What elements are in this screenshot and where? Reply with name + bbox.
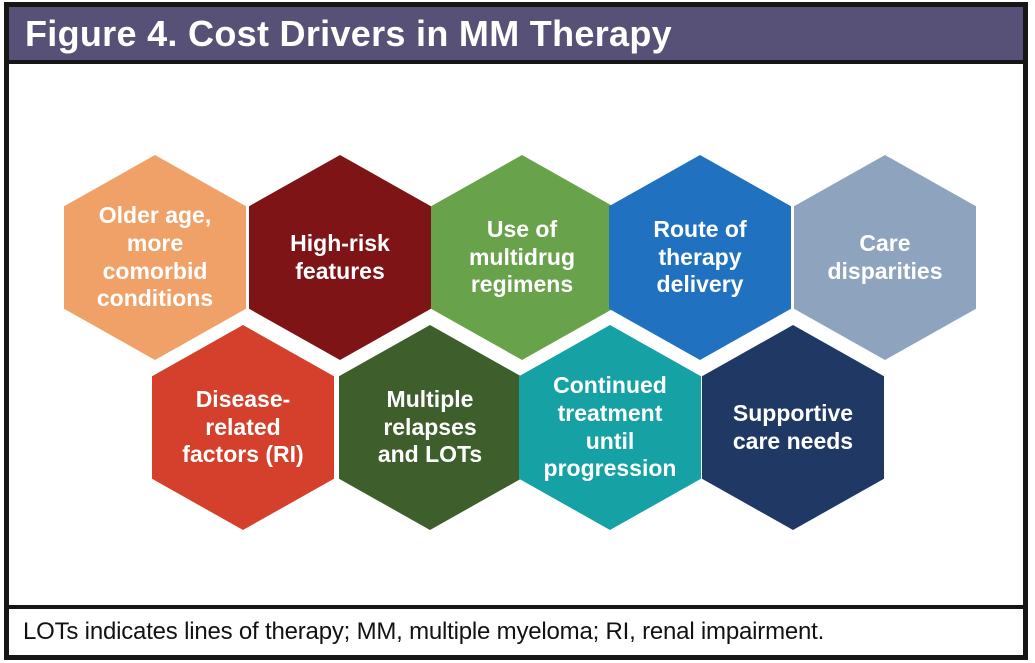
hexagon-disease-related-factors: Disease- related factors (RI) [152,325,334,530]
figure-container: Figure 4. Cost Drivers in MM Therapy Old… [4,2,1028,660]
figure-footnote: LOTs indicates lines of therapy; MM, mul… [9,605,1023,655]
figure-header: Figure 4. Cost Drivers in MM Therapy [9,7,1023,64]
figure-title: Figure 4. Cost Drivers in MM Therapy [25,12,672,54]
hexagon-label: Route of therapy delivery [653,216,747,298]
hexagon-supportive-care-needs: Supportive care needs [702,325,884,530]
hexagon-route-of-therapy: Route of therapy delivery [609,155,791,360]
hexagon-label: Continued treatment until progression [543,372,677,482]
hexagon-label: Use of multidrug regimens [468,216,576,298]
hexagon-label: Older age, more comorbid conditions [96,202,214,312]
hexagon-multiple-relapses-lots: Multiple relapses and LOTs [339,325,521,530]
hexagon-label: Multiple relapses and LOTs [377,386,483,468]
hexagon-multidrug-regimens: Use of multidrug regimens [431,155,613,360]
hexagon-label: Supportive care needs [732,399,854,454]
hexagon-high-risk-features: High-risk features [249,155,431,360]
hexagon-care-disparities: Care disparities [794,155,976,360]
hexagon-label: Disease- related factors (RI) [182,386,304,468]
hexagon-continued-treatment: Continued treatment until progression [519,325,701,530]
hexagon-diagram: Older age, more comorbid conditions High… [9,64,1023,605]
hexagon-label: High-risk features [290,229,390,284]
hexagon-older-age-comorbid: Older age, more comorbid conditions [64,155,246,360]
hexagon-label: Care disparities [827,229,943,284]
footnote-text: LOTs indicates lines of therapy; MM, mul… [23,618,825,645]
